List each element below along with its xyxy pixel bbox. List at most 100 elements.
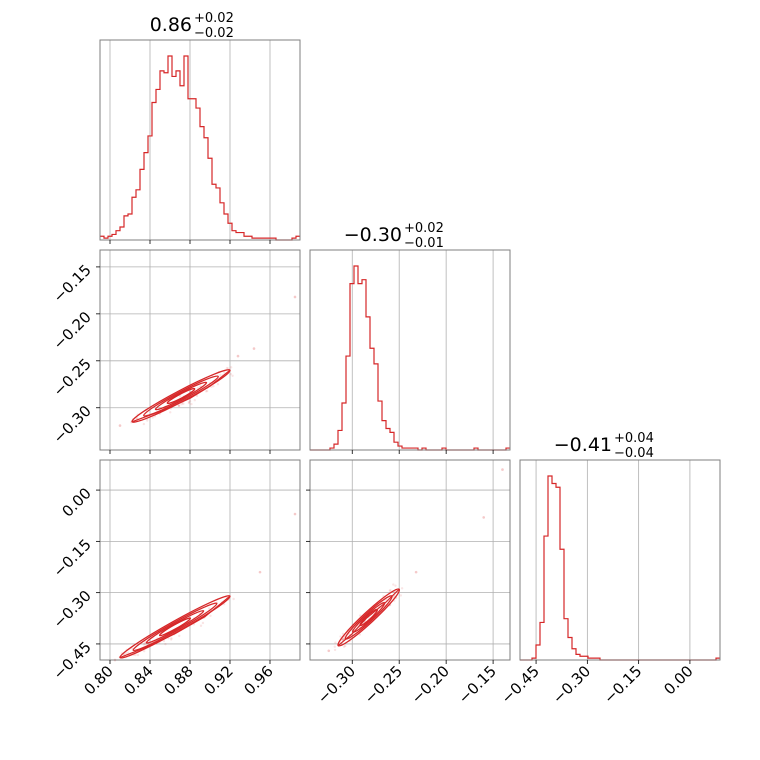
scatter-point: [394, 584, 397, 587]
scatter-point: [219, 373, 222, 377]
scatter-point: [216, 383, 220, 386]
scatter-point: [392, 583, 395, 586]
scatter-point: [334, 641, 337, 644]
title-plus-error: +0.02: [194, 11, 234, 26]
x-tick-label: −0.15: [455, 662, 500, 707]
scatter-point: [180, 402, 183, 406]
x-tick-label: −0.20: [408, 662, 453, 707]
density-contour: [145, 609, 205, 644]
x-tick-label: 0.88: [160, 662, 196, 698]
scatter-point: [207, 607, 211, 610]
scatter-point: [204, 390, 208, 393]
histogram-frame: [99, 39, 301, 241]
scatter-point: [178, 394, 182, 398]
scatter-point: [177, 403, 180, 407]
y-tick-label: −0.15: [50, 261, 95, 306]
scatter-point: [231, 374, 234, 378]
y-tick-label: −0.20: [50, 308, 95, 353]
scatter-point: [164, 642, 167, 646]
scatter-point: [223, 371, 226, 374]
scatter-point: [169, 411, 172, 414]
title-value: −0.41: [554, 434, 612, 456]
scatter-point: [187, 400, 191, 404]
scatter-point: [252, 347, 256, 350]
scatter-point: [177, 404, 181, 407]
x-tick-label: 0.80: [80, 662, 116, 698]
scatter-point: [389, 588, 392, 592]
scatter-point: [232, 597, 235, 601]
scatter-point: [341, 638, 344, 641]
scatter-point: [187, 401, 191, 405]
scatter-point: [182, 402, 185, 405]
y-tick-label: −0.30: [50, 587, 95, 632]
scatter-point: [414, 570, 418, 574]
scatter-point: [333, 648, 337, 652]
title-minus-error: −0.01: [404, 236, 444, 251]
scatter-frame: [99, 249, 301, 451]
x-tick-label: −0.30: [314, 662, 359, 707]
scatter-point: [146, 419, 149, 422]
density-contour: [132, 602, 218, 652]
scatter-point: [236, 354, 240, 358]
density-contour: [166, 387, 196, 405]
histogram-step-line: [100, 55, 300, 241]
y-tick-label: −0.15: [50, 535, 95, 580]
scatter-point: [178, 634, 181, 638]
scatter-point: [201, 621, 205, 625]
title-plus-error: +0.02: [404, 221, 444, 236]
scatter-frame: [99, 459, 301, 661]
density-ridge-line: [119, 595, 231, 659]
title-minus-error: −0.02: [194, 26, 234, 41]
x-tick-label: −0.15: [600, 662, 645, 707]
parameter-title: −0.41 +0.04−0.04: [554, 431, 654, 461]
x-tick-label: −0.30: [549, 662, 594, 707]
scatter-point: [342, 637, 345, 640]
scatter-point: [339, 635, 342, 638]
x-tick-label: 0.92: [200, 662, 236, 698]
x-tick-label: 0.96: [240, 662, 276, 698]
scatter-point: [229, 372, 233, 376]
scatter-point: [229, 366, 233, 369]
scatter-point: [190, 402, 193, 406]
scatter-point: [400, 587, 404, 590]
scatter-point: [501, 468, 504, 471]
scatter-point: [205, 389, 209, 393]
scatter-point: [136, 653, 140, 657]
scatter-point: [142, 422, 146, 426]
scatter-point: [388, 589, 391, 592]
scatter-point: [293, 512, 297, 516]
histogram-frame: [309, 249, 511, 451]
title-plus-error: +0.04: [614, 431, 654, 446]
x-tick-label: −0.45: [498, 662, 543, 707]
scatter-point: [188, 400, 192, 403]
scatter-point: [342, 645, 346, 648]
scatter-point: [341, 632, 345, 635]
scatter-point: [344, 644, 347, 648]
x-tick-label: 0.84: [120, 662, 156, 698]
scatter-point: [118, 424, 122, 427]
scatter-point: [212, 384, 215, 388]
density-ridge-line: [131, 369, 231, 423]
scatter-point: [162, 639, 166, 643]
scatter-point: [170, 638, 173, 641]
title-value: −0.30: [344, 224, 402, 246]
title-value: 0.86: [150, 14, 192, 36]
density-ridge-line: [337, 588, 400, 647]
scatter-point: [210, 385, 213, 389]
scatter-point: [333, 645, 336, 648]
scatter-point: [135, 417, 139, 420]
scatter-point: [193, 398, 196, 402]
scatter-point: [482, 516, 486, 519]
scatter-point: [151, 416, 154, 419]
scatter-point: [170, 637, 173, 640]
scatter-point: [327, 649, 331, 653]
scatter-point: [226, 367, 230, 370]
y-tick-label: −0.30: [50, 402, 95, 447]
scatter-point: [358, 614, 362, 617]
scatter-point: [195, 394, 199, 398]
scatter-frame: [309, 459, 511, 661]
scatter-point: [177, 404, 181, 408]
scatter-point: [134, 653, 137, 657]
y-tick-label: −0.45: [50, 638, 95, 683]
